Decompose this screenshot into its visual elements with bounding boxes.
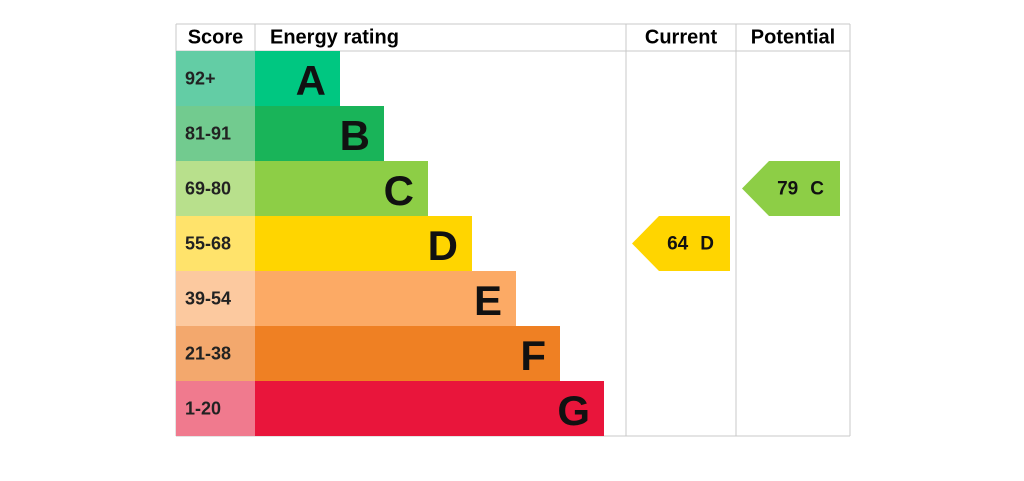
current-arrow (632, 216, 730, 271)
header-rating: Energy rating (270, 27, 399, 49)
rating-bar (255, 271, 516, 326)
rating-bar (255, 326, 560, 381)
rating-bar (255, 216, 472, 271)
score-label: 1-20 (185, 399, 221, 419)
rating-letter: C (384, 167, 414, 214)
score-cell (176, 216, 255, 271)
current-label: 64 D (667, 233, 714, 254)
current-score: 64 (667, 233, 689, 254)
score-label: 39-54 (185, 289, 231, 309)
score-label: 55-68 (185, 234, 231, 254)
current-letter: D (700, 233, 714, 254)
score-cell (176, 271, 255, 326)
header-current: Current (645, 27, 718, 49)
score-cell (176, 51, 255, 106)
score-label: 69-80 (185, 179, 231, 199)
rating-letter: D (428, 222, 458, 269)
score-cell (176, 161, 255, 216)
header-potential: Potential (751, 27, 835, 49)
rating-letter: G (557, 387, 590, 434)
score-label: 21-38 (185, 344, 231, 364)
potential-arrow (742, 161, 840, 216)
rating-letter: F (520, 332, 546, 379)
score-label: 92+ (185, 69, 216, 89)
score-cell (176, 326, 255, 381)
rating-bar (255, 51, 340, 106)
rating-bar (255, 106, 384, 161)
potential-letter: C (810, 178, 824, 199)
rating-letter: E (474, 277, 502, 324)
score-cell (176, 106, 255, 161)
score-cell (176, 381, 255, 436)
rating-letter: B (340, 112, 370, 159)
rating-letter: A (296, 57, 326, 104)
potential-score: 79 (777, 178, 798, 199)
rating-bar (255, 381, 604, 436)
score-label: 81-91 (185, 124, 231, 144)
rating-bar (255, 161, 428, 216)
potential-label: 79 C (777, 178, 824, 199)
header-score: Score (188, 27, 244, 49)
